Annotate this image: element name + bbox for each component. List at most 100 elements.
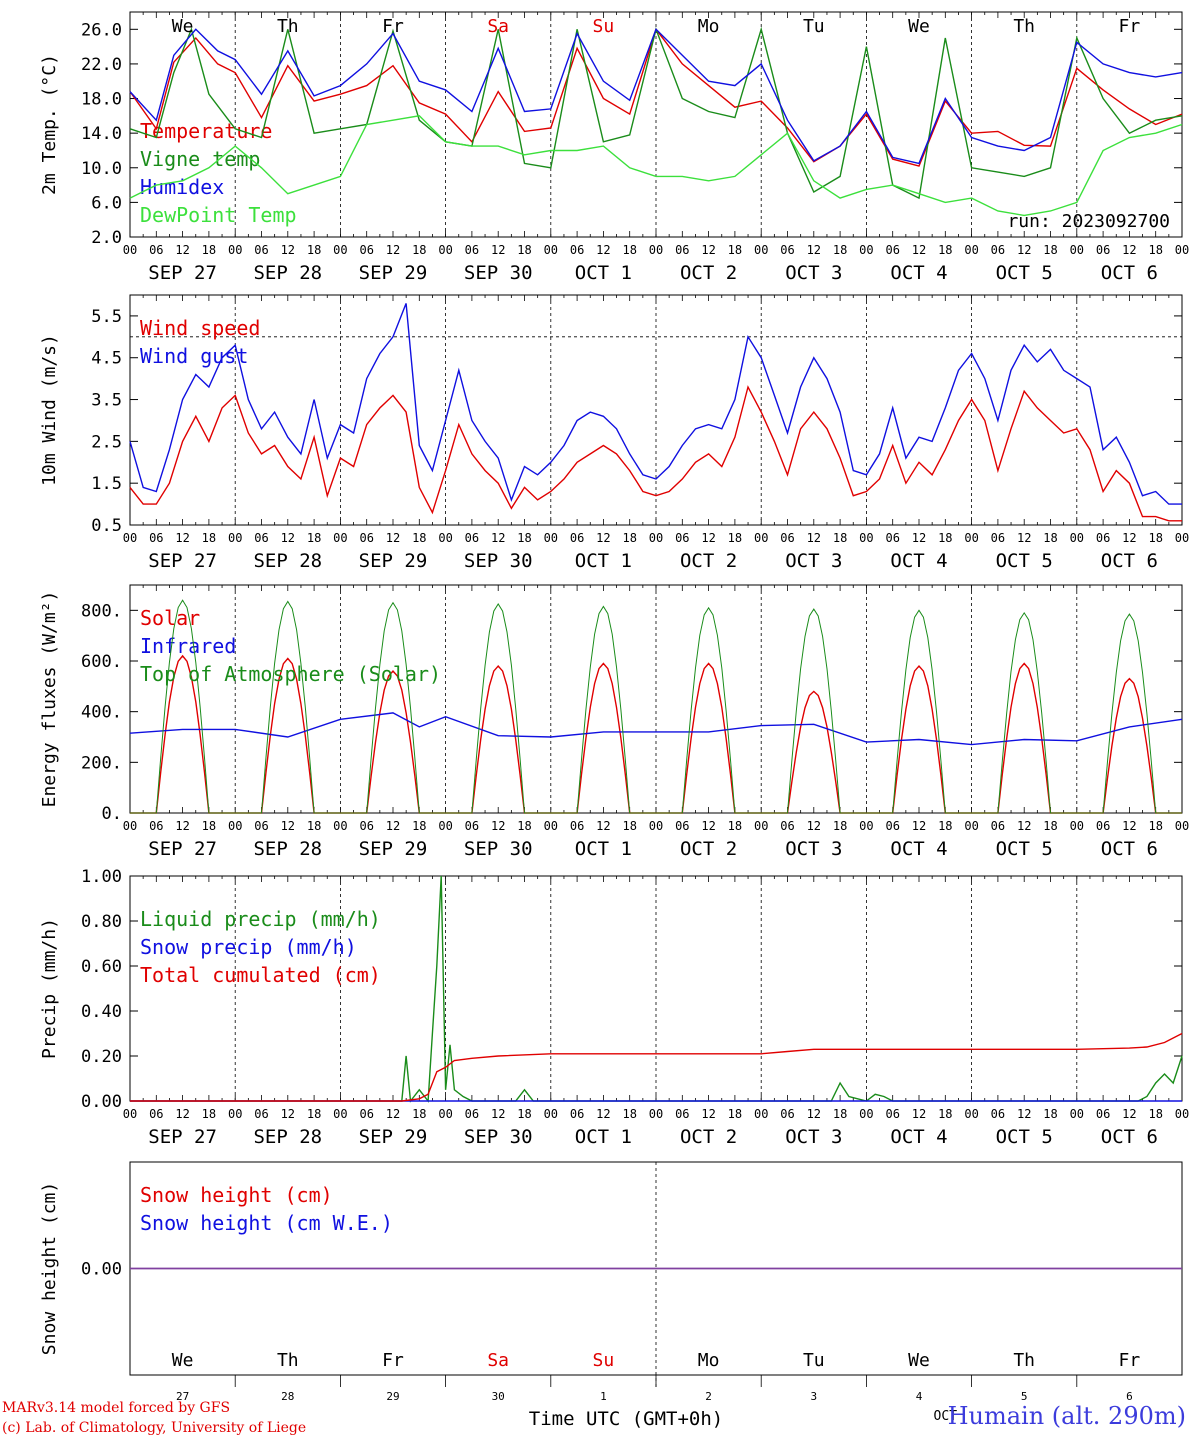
hour-tick-label: 00	[754, 1107, 768, 1121]
series-line-top-of-atmosphere-solar-	[130, 599, 1182, 814]
date-label: OCT 1	[575, 262, 632, 284]
hour-tick-label: 00	[438, 531, 452, 545]
hour-tick-label: 18	[728, 243, 742, 257]
hour-tick-label: 12	[596, 243, 610, 257]
hour-tick-label: 12	[807, 819, 821, 833]
hour-tick-label: 12	[1122, 243, 1136, 257]
hour-tick-label: 18	[1043, 531, 1057, 545]
hour-tick-label: 00	[333, 819, 347, 833]
hour-tick-label: 06	[359, 531, 373, 545]
series-line-wind-gust	[129, 303, 1182, 505]
hour-tick-label: 18	[1148, 1107, 1162, 1121]
date-label: OCT 4	[890, 550, 947, 572]
date-label: SEP 27	[148, 1126, 217, 1148]
hour-tick-label: 12	[175, 819, 189, 833]
hour-tick-label: 18	[622, 1107, 636, 1121]
month-label: OCT	[934, 1409, 958, 1424]
y-tick-label: 1.5	[91, 474, 122, 494]
hour-tick-label: 06	[1096, 531, 1110, 545]
y-tick-label: 18.0	[81, 90, 122, 110]
hour-tick-label: 18	[938, 531, 952, 545]
hour-tick-label: 06	[149, 1107, 163, 1121]
hour-tick-label: 06	[885, 819, 899, 833]
date-label: SEP 30	[464, 1126, 533, 1148]
hour-tick-label: 06	[570, 243, 584, 257]
hour-tick-label: 00	[1175, 531, 1189, 545]
legend-entry: Liquid precip (mm/h)	[140, 907, 381, 931]
hour-tick-label: 00	[754, 819, 768, 833]
series-line-total-cumulated-cm-	[130, 1032, 1183, 1102]
hour-tick-label: 12	[912, 819, 926, 833]
series-line-infrared	[129, 712, 1183, 746]
hour-tick-label: 06	[465, 243, 479, 257]
hour-tick-label: 00	[1070, 1107, 1084, 1121]
weekday-label: Th	[277, 16, 299, 37]
day-number: 4	[916, 1390, 923, 1403]
hour-tick-label: 12	[596, 531, 610, 545]
y-tick-label: 4.5	[91, 349, 122, 369]
legend-entry: Wind gust	[140, 344, 248, 368]
hour-tick-label: 12	[1122, 1107, 1136, 1121]
hour-tick-label: 18	[728, 1107, 742, 1121]
hour-tick-label: 00	[333, 531, 347, 545]
hour-tick-label: 18	[1043, 819, 1057, 833]
y-tick-label: 200.	[81, 753, 122, 773]
date-label: SEP 27	[148, 550, 217, 572]
hour-tick-label: 00	[649, 243, 663, 257]
date-label: OCT 5	[996, 550, 1053, 572]
hour-tick-label: 06	[465, 1107, 479, 1121]
hour-tick-label: 06	[254, 819, 268, 833]
weekday-label: We	[172, 16, 194, 37]
day-number: 29	[386, 1390, 399, 1403]
weekday-label: Su	[593, 1350, 615, 1371]
y-tick-label: 1.00	[81, 867, 122, 887]
date-label: OCT 4	[890, 838, 947, 860]
hour-tick-label: 06	[780, 819, 794, 833]
hour-tick-label: 06	[570, 1107, 584, 1121]
y-tick-label: 0.5	[91, 516, 122, 536]
hour-tick-label: 18	[307, 531, 321, 545]
hour-tick-label: 06	[149, 531, 163, 545]
day-number: 2	[705, 1390, 712, 1403]
hour-tick-label: 00	[1175, 819, 1189, 833]
date-label: SEP 29	[359, 838, 428, 860]
hour-tick-label: 00	[228, 243, 242, 257]
legend-entry: Infrared	[140, 634, 236, 658]
hour-tick-label: 12	[701, 243, 715, 257]
hour-tick-label: 00	[859, 819, 873, 833]
hour-tick-label: 12	[386, 1107, 400, 1121]
weekday-label: Th	[277, 1350, 299, 1371]
hour-tick-label: 00	[1070, 243, 1084, 257]
date-label: SEP 28	[253, 838, 322, 860]
day-number: 1	[600, 1390, 607, 1403]
hour-tick-label: 18	[307, 243, 321, 257]
hour-tick-label: 06	[675, 1107, 689, 1121]
date-label: SEP 28	[253, 262, 322, 284]
hour-tick-label: 12	[386, 819, 400, 833]
hour-tick-label: 12	[807, 243, 821, 257]
weekday-label: We	[908, 1350, 930, 1371]
day-number: 6	[1126, 1390, 1133, 1403]
hour-tick-label: 06	[1096, 1107, 1110, 1121]
date-label: SEP 29	[359, 1126, 428, 1148]
hour-tick-label: 12	[596, 1107, 610, 1121]
legend-entry: Snow height (cm)	[140, 1183, 333, 1207]
hour-tick-label: 00	[438, 819, 452, 833]
weekday-label: Mo	[698, 1350, 720, 1371]
hour-tick-label: 18	[517, 243, 531, 257]
hour-tick-label: 12	[491, 1107, 505, 1121]
hour-tick-label: 00	[964, 243, 978, 257]
hour-tick-label: 00	[544, 1107, 558, 1121]
hour-tick-label: 06	[359, 819, 373, 833]
hour-tick-label: 06	[254, 531, 268, 545]
y-tick-label: 2.0	[91, 228, 122, 248]
hour-tick-label: 06	[149, 243, 163, 257]
series-line-humidex	[129, 28, 1183, 165]
hour-tick-label: 00	[859, 531, 873, 545]
y-axis-label: 10m Wind (m/s)	[39, 334, 60, 486]
date-label: OCT 3	[785, 838, 842, 860]
legend-entry: Total cumulated (cm)	[140, 963, 381, 987]
series-line-vigne-temp	[129, 26, 1183, 200]
hour-tick-label: 12	[281, 1107, 295, 1121]
